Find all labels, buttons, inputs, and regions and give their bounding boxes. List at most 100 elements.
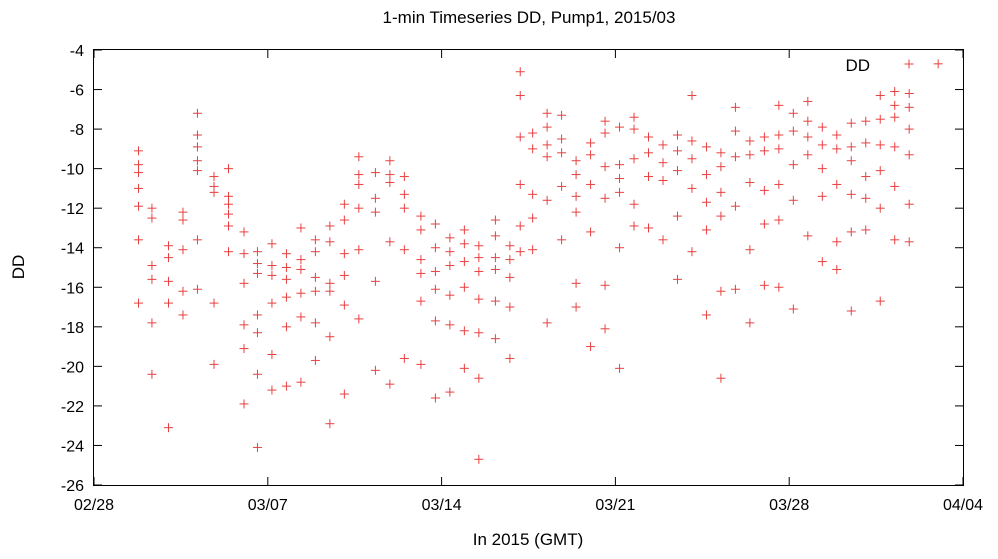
chart-title: 1-min Timeseries DD, Pump1, 2015/03 (383, 8, 676, 27)
data-point (325, 419, 335, 429)
data-point (281, 381, 291, 391)
data-point (658, 235, 668, 245)
data-point (832, 237, 842, 247)
data-point (239, 399, 249, 409)
data-point (310, 286, 320, 296)
data-point (239, 227, 249, 237)
data-point (133, 160, 143, 170)
data-point (133, 201, 143, 211)
data-point (474, 241, 484, 251)
y-tick-label: -6 (70, 83, 84, 100)
data-point (890, 142, 900, 152)
data-point (281, 292, 291, 302)
data-point (904, 237, 914, 247)
data-point (192, 156, 202, 166)
data-point (370, 193, 380, 203)
x-tick-label: 03/07 (248, 497, 288, 514)
data-point (281, 249, 291, 259)
data-point (687, 183, 697, 193)
data-point (586, 227, 596, 237)
data-point (615, 243, 625, 253)
data-point (296, 312, 306, 322)
data-point (528, 144, 538, 154)
data-point (178, 310, 188, 320)
x-axis: 02/28 03/07 03/14 03/21 03/28 04/04 (74, 50, 983, 514)
data-point (774, 100, 784, 110)
y-tick-label: -10 (61, 162, 84, 179)
data-point (557, 134, 567, 144)
data-point (890, 87, 900, 97)
data-point (459, 282, 469, 292)
data-point (528, 128, 538, 138)
data-point (267, 261, 277, 271)
data-point (846, 306, 856, 316)
data-point (904, 102, 914, 112)
data-point (147, 318, 157, 328)
data-point (904, 124, 914, 134)
data-point (223, 247, 233, 257)
data-point (687, 136, 697, 146)
data-point (528, 189, 538, 199)
data-point (267, 385, 277, 395)
data-point (490, 253, 500, 263)
data-point (267, 270, 277, 280)
x-tick-label: 03/21 (595, 497, 635, 514)
data-point (600, 116, 610, 126)
data-point (658, 158, 668, 168)
data-point (239, 278, 249, 288)
data-point (788, 126, 798, 136)
data-point (875, 90, 885, 100)
data-point (788, 108, 798, 118)
data-point (644, 132, 654, 142)
data-point (296, 264, 306, 274)
data-point (716, 162, 726, 172)
data-point (192, 142, 202, 152)
data-point (803, 150, 813, 160)
data-point (325, 278, 335, 288)
data-point (296, 255, 306, 265)
data-point (701, 225, 711, 235)
data-point (354, 179, 364, 189)
data-point (672, 274, 682, 284)
data-point (515, 132, 525, 142)
y-tick-label: -8 (70, 122, 84, 139)
data-point (904, 150, 914, 160)
data-point (281, 263, 291, 272)
data-point (774, 130, 784, 140)
data-point (339, 270, 349, 280)
data-point (370, 365, 380, 375)
data-point (474, 253, 484, 263)
data-point (178, 245, 188, 255)
data-point (223, 199, 233, 209)
data-point (730, 201, 740, 211)
data-point (474, 294, 484, 304)
data-point (505, 302, 515, 312)
data-point (600, 128, 610, 138)
data-point (875, 296, 885, 306)
data-point (571, 302, 581, 312)
data-point (505, 272, 515, 282)
data-point (515, 67, 525, 77)
legend-label-dd: DD (845, 56, 870, 75)
data-point (310, 272, 320, 282)
data-point (615, 363, 625, 373)
data-point (745, 245, 755, 255)
data-point (325, 237, 335, 247)
data-point (209, 187, 219, 197)
data-point (339, 199, 349, 209)
data-point (178, 207, 188, 217)
data-point (600, 324, 610, 334)
data-point (629, 112, 639, 122)
plot-frame (93, 49, 964, 486)
data-point (445, 261, 455, 271)
data-point (459, 326, 469, 336)
data-point (416, 211, 426, 221)
legend: DD (845, 56, 914, 75)
data-point (890, 235, 900, 245)
data-point (730, 102, 740, 112)
data-point (571, 207, 581, 217)
data-point (385, 379, 395, 389)
data-point (817, 140, 827, 150)
y-tick-label: -20 (61, 359, 84, 376)
data-point (861, 116, 871, 126)
